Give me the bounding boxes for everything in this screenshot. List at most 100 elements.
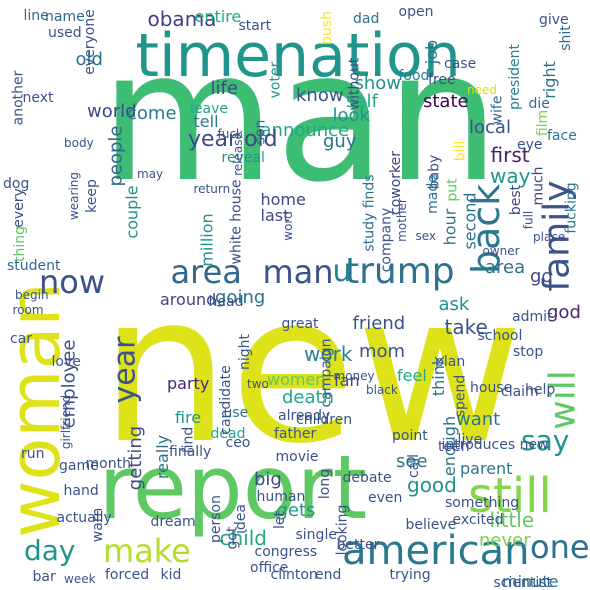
word-58: area xyxy=(485,257,526,278)
word-41: take xyxy=(444,315,488,339)
word-114: next xyxy=(22,90,54,106)
word-57: god xyxy=(547,302,581,323)
word-93: fucking xyxy=(563,182,580,234)
word-129: mother xyxy=(394,198,409,242)
word-156: two xyxy=(247,377,269,391)
word-169: finally xyxy=(169,444,212,460)
word-144: spend xyxy=(451,374,468,418)
word-85: use xyxy=(223,405,249,421)
word-155: money xyxy=(333,369,375,383)
word-176: long xyxy=(317,468,334,500)
word-187: excited xyxy=(452,512,504,528)
word-108: bush xyxy=(318,11,335,45)
word-28: old xyxy=(75,49,103,70)
word-171: debate xyxy=(342,470,392,486)
word-83: fire xyxy=(175,408,202,427)
word-19: u xyxy=(332,254,352,289)
word-174: let xyxy=(272,511,288,529)
word-141: stop xyxy=(513,344,544,360)
word-107: without xyxy=(345,57,362,111)
word-132: place xyxy=(533,230,566,244)
word-73: leave xyxy=(190,101,228,117)
word-164: live xyxy=(457,432,483,448)
word-43: work xyxy=(304,342,353,366)
word-9: still xyxy=(468,468,552,524)
word-67: right xyxy=(539,61,559,99)
word-88: shit xyxy=(557,25,574,51)
word-38: couple xyxy=(122,185,142,239)
word-51: child xyxy=(219,526,267,550)
word-8: american xyxy=(342,528,530,574)
word-153: night xyxy=(237,333,254,371)
word-75: minute xyxy=(502,572,559,590)
word-6: area xyxy=(170,253,242,291)
word-36: people xyxy=(105,125,127,187)
word-50: little xyxy=(489,508,535,532)
word-140: admit xyxy=(512,309,553,325)
word-86: dad xyxy=(353,11,380,27)
word-0: man xyxy=(100,13,500,222)
word-118: case xyxy=(444,56,477,72)
word-55: mom xyxy=(359,341,406,362)
word-116: start xyxy=(238,18,272,34)
word-181: person xyxy=(208,495,224,543)
word-40: around xyxy=(160,290,217,309)
word-110: name xyxy=(45,9,85,25)
word-71: tell xyxy=(193,112,219,131)
word-14: now xyxy=(39,263,106,301)
word-133: owner xyxy=(482,244,520,258)
word-61: thing xyxy=(12,225,29,263)
word-112: used xyxy=(48,25,82,41)
word-52: gets xyxy=(276,500,316,521)
word-69: second xyxy=(460,192,480,250)
word-111: line xyxy=(23,8,49,24)
word-146: claim xyxy=(501,384,539,400)
word-91: face xyxy=(547,128,577,144)
word-180: got xyxy=(223,526,240,550)
word-37: home xyxy=(260,190,306,209)
word-158: already xyxy=(278,408,331,424)
word-72: reveal xyxy=(221,150,265,166)
word-178: warn xyxy=(90,507,107,543)
word-70: last xyxy=(260,206,290,225)
word-27: come xyxy=(127,103,177,124)
word-56: ask xyxy=(438,294,470,315)
word-150: girlfriend xyxy=(59,394,74,450)
word-33: guy xyxy=(323,131,357,152)
word-130: sex xyxy=(415,229,437,243)
word-98: bill xyxy=(451,140,468,162)
word-127: release xyxy=(230,132,245,176)
word-157: black xyxy=(366,383,398,397)
word-1: new xyxy=(100,250,524,489)
word-39: going xyxy=(215,287,266,308)
word-192: bar xyxy=(32,569,56,585)
word-138: great xyxy=(281,316,319,332)
word-152: candidate xyxy=(217,365,234,435)
word-142: school xyxy=(477,328,523,344)
word-13: year xyxy=(106,336,142,404)
word-79: feel xyxy=(397,366,427,385)
word-34: way xyxy=(490,164,531,188)
word-46: death xyxy=(282,387,334,408)
word-196: clinton xyxy=(270,567,318,583)
word-135: begin xyxy=(15,288,49,302)
word-59: go xyxy=(530,266,553,287)
word-124: fuck xyxy=(217,127,243,141)
word-102: president xyxy=(507,44,523,110)
word-48: see xyxy=(396,451,428,472)
word-163: call xyxy=(406,453,423,479)
word-182: single xyxy=(295,527,337,543)
word-139: head xyxy=(208,294,244,310)
word-131: full xyxy=(520,210,535,230)
word-147: help xyxy=(525,382,556,398)
word-137: car xyxy=(10,331,33,347)
word-90: free xyxy=(428,72,456,88)
word-173: human xyxy=(256,489,306,505)
word-60: every xyxy=(10,188,27,228)
word-24: life xyxy=(210,78,238,99)
word-21: announce xyxy=(260,120,350,141)
word-20: obama xyxy=(147,7,217,31)
word-15: one xyxy=(530,528,590,566)
word-92: die xyxy=(528,96,550,112)
